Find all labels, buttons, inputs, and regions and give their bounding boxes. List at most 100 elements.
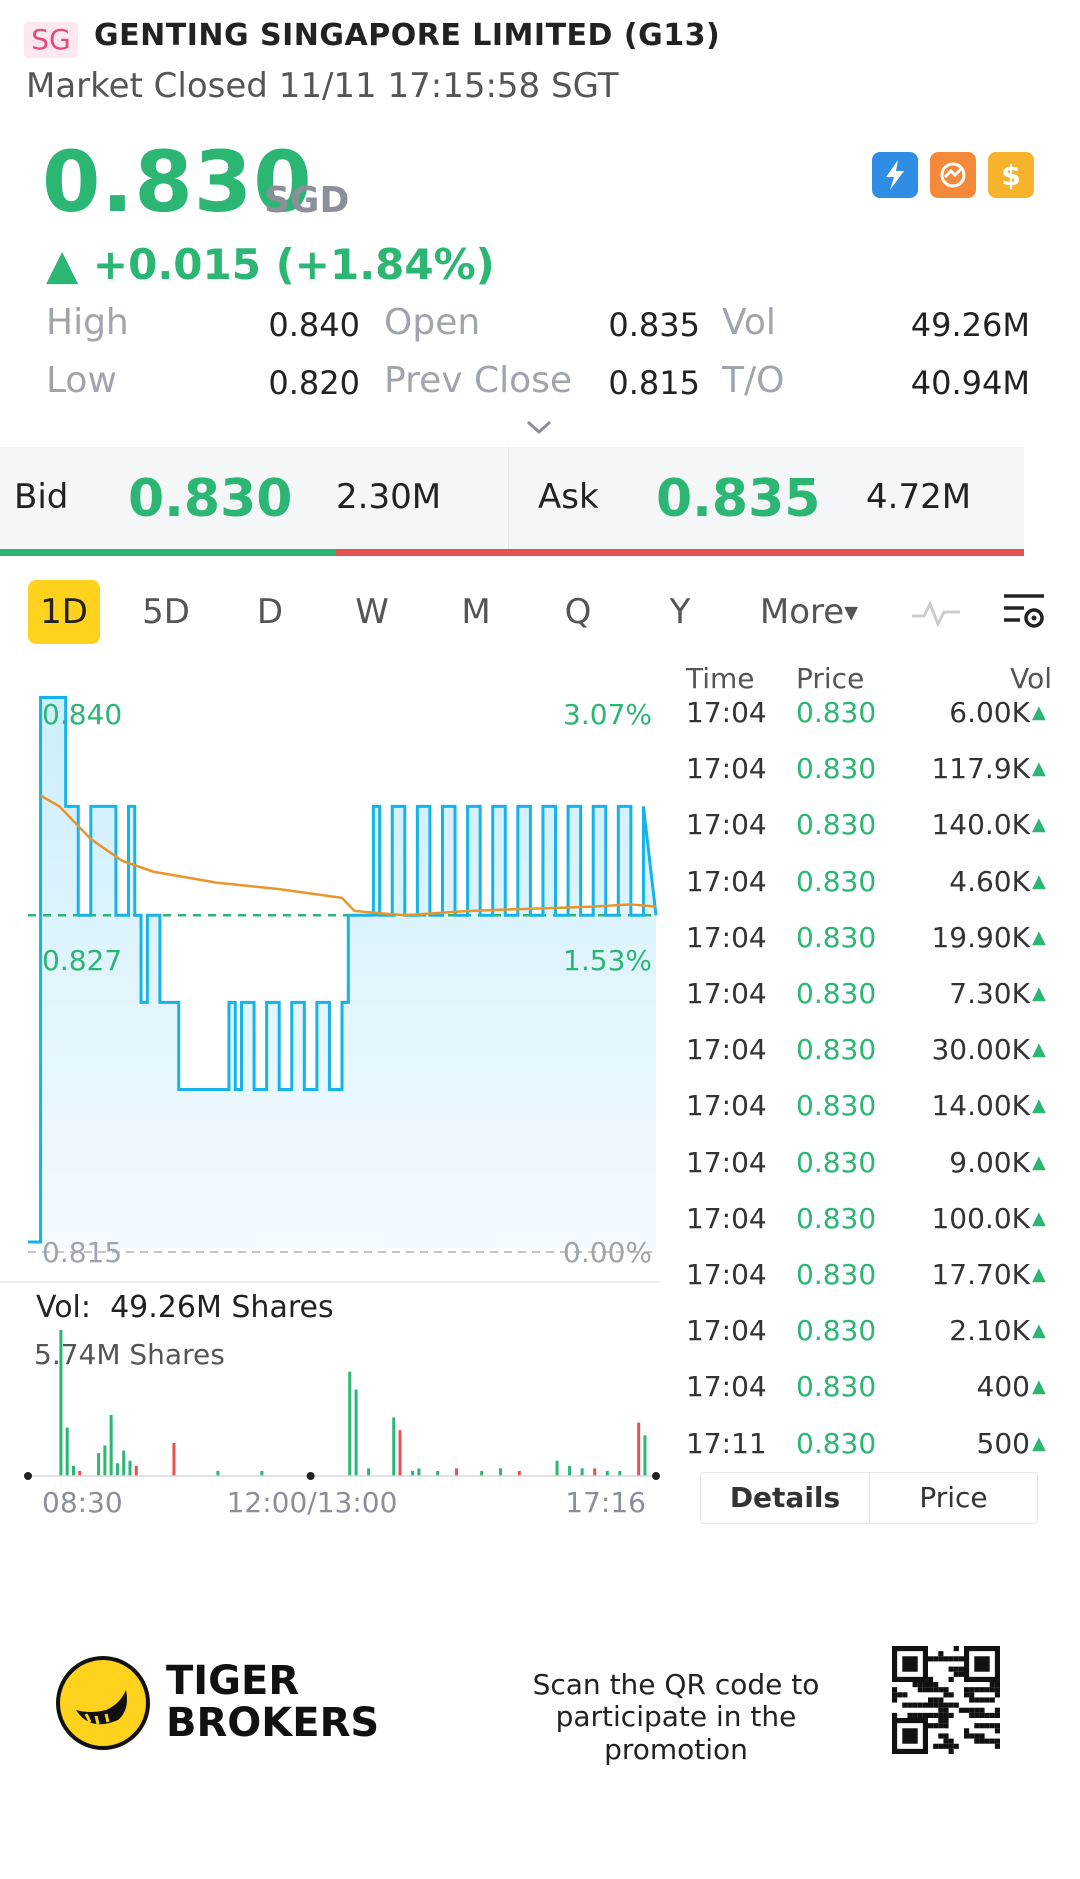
high-value: 0.840	[268, 306, 360, 344]
dollar-icon[interactable]: $	[988, 152, 1034, 198]
volume-bar	[436, 1470, 440, 1476]
details-tab[interactable]: Details	[729, 1481, 841, 1514]
qr-module	[953, 1646, 959, 1652]
trade-time-header: Time	[686, 662, 755, 695]
qr-module	[964, 1707, 970, 1713]
qr-module	[964, 1687, 970, 1693]
trade-price: 0.830	[796, 921, 877, 954]
volume-bar	[568, 1465, 572, 1476]
qr-module	[933, 1697, 939, 1703]
bid-ratio-bar	[0, 549, 336, 556]
trade-price-header: Price	[796, 662, 865, 695]
ask-price: 0.835	[656, 469, 821, 529]
qr-module	[912, 1682, 918, 1688]
qr-module	[943, 1712, 949, 1718]
bid-size: 2.30M	[336, 477, 442, 517]
axis-marker	[306, 1472, 315, 1480]
tab-q[interactable]: Q	[564, 592, 592, 632]
qr-module	[938, 1718, 944, 1724]
trade-time: 17:04	[686, 696, 767, 729]
qr-module	[892, 1712, 898, 1718]
volume-bar	[593, 1468, 597, 1476]
qr-module	[979, 1738, 985, 1744]
qr-module	[969, 1712, 975, 1718]
price-tab[interactable]: Price	[919, 1481, 988, 1514]
qr-module	[979, 1723, 985, 1729]
stock-name: GENTING SINGAPORE LIMITED (G13)	[94, 18, 721, 53]
qr-module	[928, 1723, 934, 1729]
qr-module	[943, 1692, 949, 1698]
settings-icon[interactable]	[1000, 590, 1048, 634]
qr-module	[943, 1723, 949, 1729]
volume-bar	[109, 1414, 113, 1476]
qr-module	[984, 1723, 990, 1729]
tab-w[interactable]: W	[355, 592, 389, 632]
trade-price: 0.830	[796, 1033, 877, 1066]
chevron-down-icon[interactable]	[524, 418, 554, 442]
trade-price: 0.830	[796, 977, 877, 1010]
qr-module	[892, 1697, 898, 1703]
brand-name-line1: TIGER	[166, 1658, 300, 1704]
refresh-icon[interactable]	[930, 152, 976, 198]
trade-up-icon: ▲	[1032, 983, 1046, 1004]
qr-module	[948, 1666, 954, 1672]
qr-module	[907, 1702, 913, 1708]
qr-module	[994, 1712, 1000, 1718]
trade-up-icon: ▲	[1032, 1433, 1046, 1454]
trade-time: 17:04	[686, 752, 767, 785]
volume-bar	[637, 1422, 641, 1476]
intraday-chart[interactable]: 0.840 0.827 0.815 3.07% 1.53% 0.00% 08:30 12:0…	[0, 650, 670, 1530]
qr-module	[989, 1712, 995, 1718]
qr-module	[979, 1697, 985, 1703]
tab-m[interactable]: M	[461, 592, 491, 632]
qr-module	[969, 1733, 975, 1739]
open-value: 0.835	[608, 306, 700, 344]
qr-module	[943, 1687, 949, 1693]
qr-module	[943, 1743, 949, 1749]
trade-vol: 17.70K	[931, 1258, 1030, 1291]
qr-module	[948, 1748, 954, 1754]
volume-bar	[643, 1435, 647, 1476]
volume-max-label: 5.74M Shares	[34, 1338, 225, 1371]
volume-bar	[411, 1470, 415, 1476]
high-label: High	[46, 302, 129, 343]
qr-module	[928, 1712, 934, 1718]
tab-y[interactable]: Y	[669, 592, 691, 632]
trade-toggle: Details Price	[700, 1472, 1038, 1524]
qr-module	[938, 1743, 944, 1749]
qr-module	[984, 1712, 990, 1718]
volume-bar	[260, 1470, 264, 1476]
qr-module	[933, 1687, 939, 1693]
average-line	[39, 794, 657, 917]
trade-up-icon: ▲	[1032, 1264, 1046, 1285]
qr-module	[933, 1702, 939, 1708]
qr-module	[974, 1723, 980, 1729]
qr-module	[917, 1682, 923, 1688]
tab-1d[interactable]: 1D	[28, 580, 100, 644]
qr-module	[943, 1733, 949, 1739]
x-tick-label: 17:16	[565, 1486, 646, 1519]
qr-module	[938, 1723, 944, 1729]
qr-module	[989, 1723, 995, 1729]
qr-module	[948, 1738, 954, 1744]
trade-price: 0.830	[796, 1427, 877, 1460]
price-change: ▲ +0.015 (+1.84%)	[46, 240, 495, 289]
line-chart-icon[interactable]	[910, 594, 962, 634]
tab-d[interactable]: D	[256, 592, 284, 632]
promo-text-line1: Scan the QR code to	[532, 1668, 820, 1701]
qr-module	[938, 1702, 944, 1708]
qr-module	[974, 1697, 980, 1703]
trade-price: 0.830	[796, 1146, 877, 1179]
qr-module	[902, 1656, 918, 1672]
lightning-icon[interactable]	[872, 152, 918, 198]
volume-bar	[59, 1330, 63, 1476]
qr-module	[917, 1687, 923, 1693]
tab-more[interactable]: More▼	[754, 580, 864, 644]
tab-5d[interactable]: 5D	[142, 592, 190, 632]
qr-module	[938, 1687, 944, 1693]
qr-module	[948, 1712, 954, 1718]
qr-module	[948, 1692, 954, 1698]
axis-marker	[652, 1472, 660, 1480]
qr-module	[953, 1743, 959, 1749]
qr-module	[994, 1682, 1000, 1688]
